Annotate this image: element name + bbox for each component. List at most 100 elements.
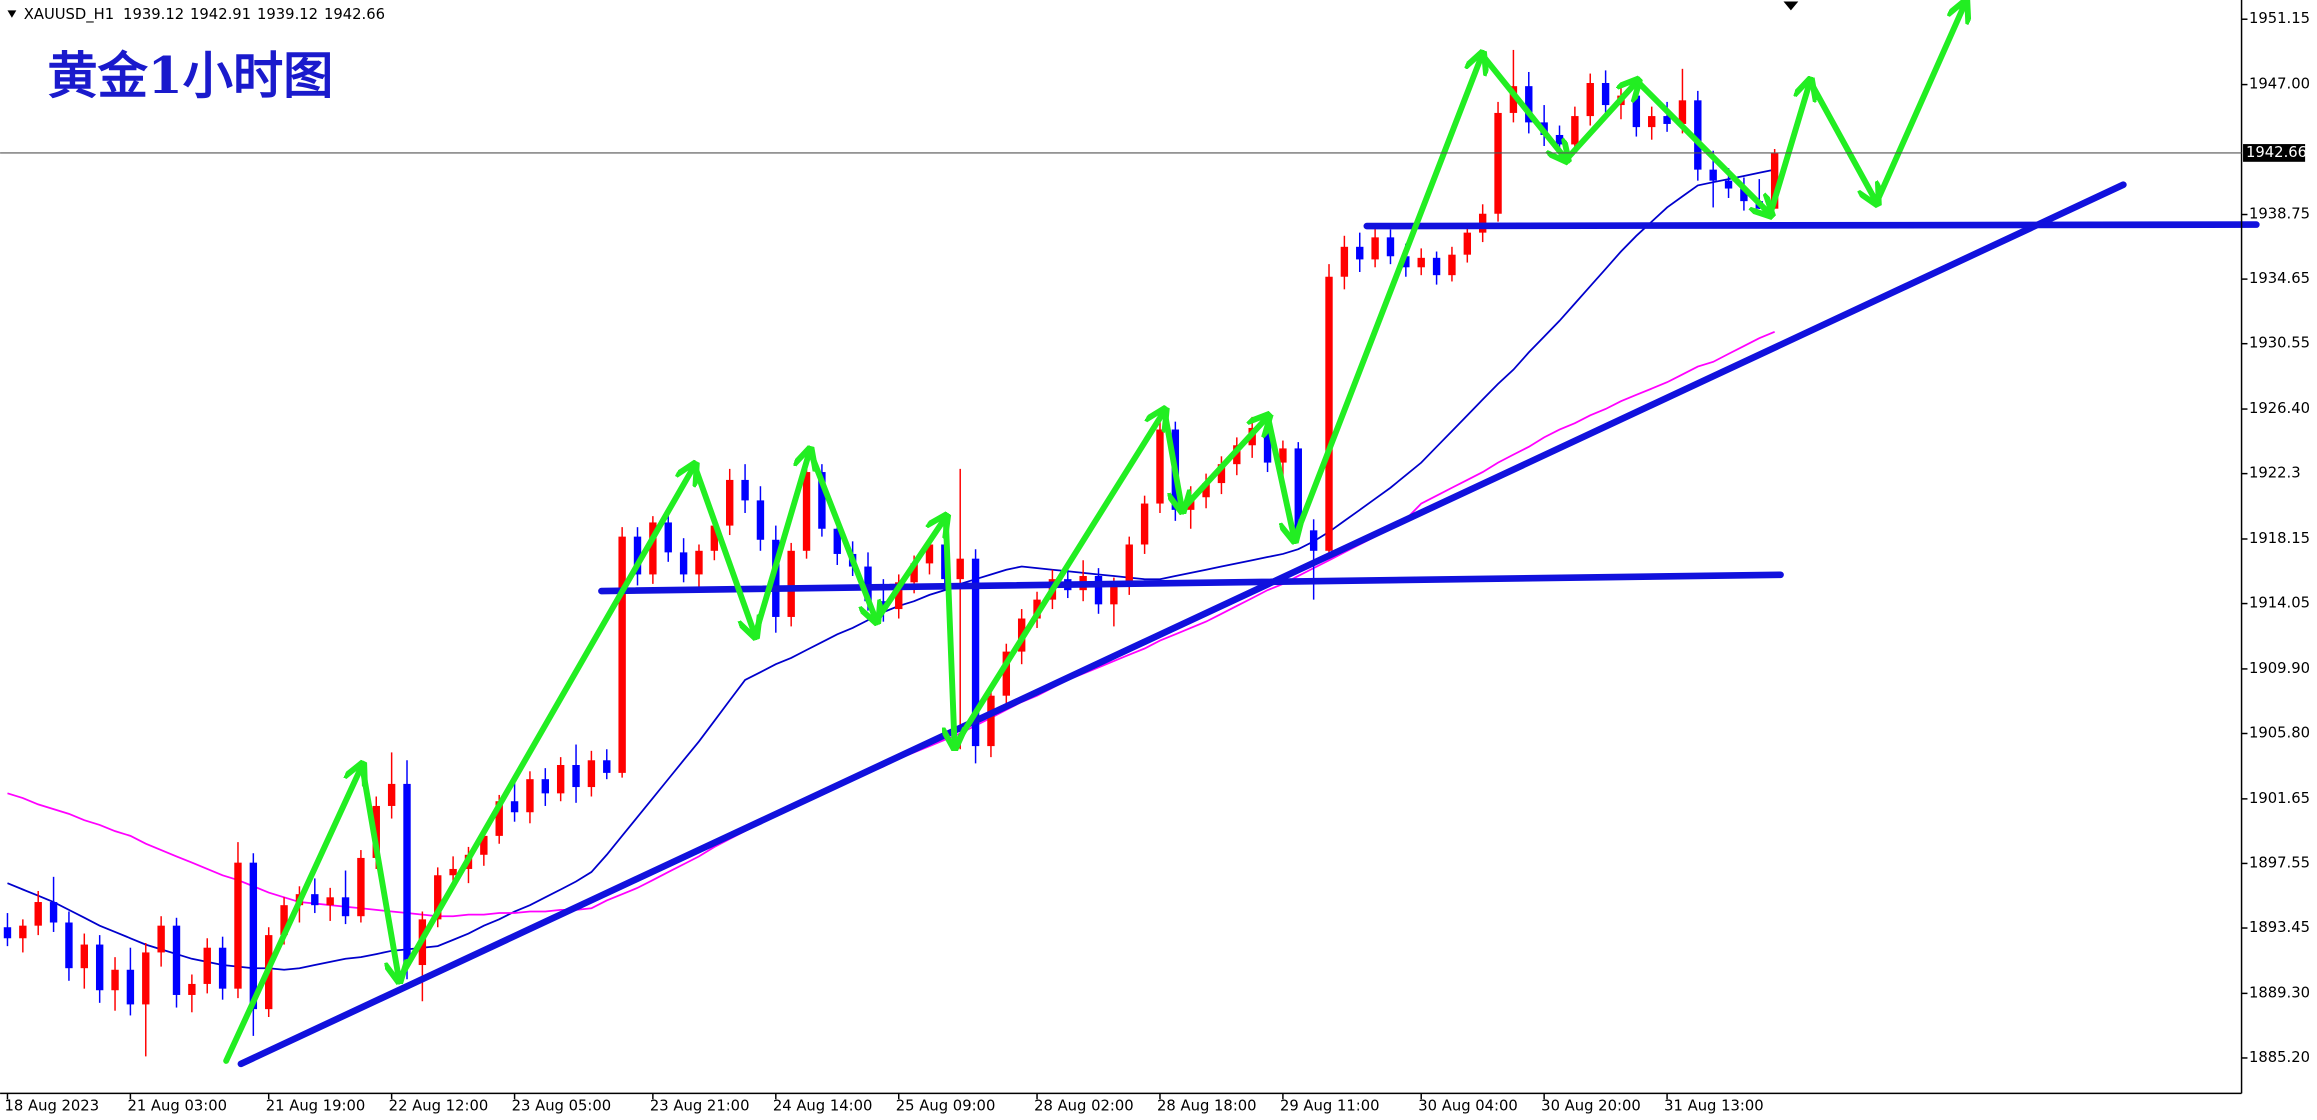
candle-body bbox=[249, 862, 258, 1010]
y-tick-label: 1893.45 bbox=[2249, 919, 2310, 936]
arrow bbox=[1767, 81, 1810, 218]
candle-body bbox=[1740, 188, 1748, 202]
symbol: XAUUSD_H1 bbox=[24, 6, 114, 23]
arrow bbox=[873, 517, 945, 624]
candle-body bbox=[603, 760, 611, 773]
candle-body bbox=[1448, 254, 1456, 276]
arrow bbox=[1179, 417, 1268, 513]
candle-body bbox=[1678, 100, 1687, 124]
arrow bbox=[946, 514, 955, 746]
candle-body bbox=[1140, 503, 1149, 545]
candle-body bbox=[1770, 152, 1779, 209]
x-tick-label: 31 Aug 13:00 bbox=[1664, 1098, 1764, 1115]
candle-body bbox=[203, 947, 211, 984]
arrow bbox=[752, 451, 810, 639]
candle-body bbox=[1156, 429, 1164, 504]
y-tick-label: 1905.80 bbox=[2249, 725, 2310, 742]
candle-body bbox=[1601, 83, 1610, 106]
candle-body bbox=[1648, 116, 1656, 128]
candle-body bbox=[679, 552, 688, 575]
moving-average bbox=[7, 168, 1775, 971]
candle-body bbox=[818, 472, 826, 529]
x-tick-label: 23 Aug 05:00 bbox=[512, 1098, 612, 1115]
candle-body bbox=[1202, 483, 1210, 498]
arrow bbox=[1161, 407, 1182, 510]
candle-body bbox=[956, 558, 964, 580]
candle-body bbox=[556, 765, 565, 794]
ohlc-value: 1942.91 bbox=[190, 6, 251, 23]
candle-body bbox=[1432, 257, 1441, 276]
candle-body bbox=[1356, 246, 1364, 260]
candle-body bbox=[1125, 544, 1133, 586]
ohlc-value: 1939.12 bbox=[123, 6, 184, 23]
arrow bbox=[1634, 78, 1770, 214]
candle-body bbox=[142, 952, 150, 1005]
arrow bbox=[1807, 78, 1876, 202]
shift-marker bbox=[1783, 1, 1799, 11]
candle-body bbox=[1002, 651, 1011, 696]
y-tick-label: 1901.65 bbox=[2249, 790, 2310, 807]
wave-arrows bbox=[223, 0, 1966, 1064]
candle-body bbox=[526, 779, 534, 813]
candle-body bbox=[510, 801, 519, 813]
candle-body bbox=[1386, 237, 1395, 257]
y-tick-label: 1885.20 bbox=[2249, 1049, 2310, 1066]
candle-body bbox=[833, 528, 841, 554]
ohlc-value: 1942.66 bbox=[324, 6, 385, 23]
candle-body bbox=[280, 905, 288, 936]
candle-body bbox=[449, 868, 457, 876]
price-label: 1942.66 bbox=[2246, 144, 2307, 161]
candle-body bbox=[1094, 575, 1103, 605]
candle-body bbox=[1309, 530, 1318, 551]
x-tick-label: 21 Aug 19:00 bbox=[266, 1098, 366, 1115]
candle-body bbox=[710, 525, 719, 551]
candle-body bbox=[1694, 100, 1702, 170]
y-tick-label: 1930.55 bbox=[2249, 335, 2310, 352]
candle-body bbox=[387, 783, 396, 806]
candle-body bbox=[925, 544, 934, 564]
candle-body bbox=[80, 944, 88, 969]
candle-body bbox=[587, 760, 596, 788]
ohlc-value: 1939.12 bbox=[257, 6, 318, 23]
x-tick-label: 22 Aug 12:00 bbox=[389, 1098, 489, 1115]
y-tick-label: 1918.15 bbox=[2249, 530, 2310, 547]
candle-body bbox=[695, 550, 703, 575]
candle-body bbox=[1463, 232, 1472, 255]
y-tick-label: 1926.40 bbox=[2249, 400, 2310, 417]
support-line bbox=[1363, 221, 2260, 230]
candle-body bbox=[1263, 427, 1272, 463]
arrow bbox=[1873, 0, 1966, 206]
y-tick-label: 1934.65 bbox=[2249, 270, 2310, 287]
price-label-bg bbox=[2243, 144, 2306, 162]
candle-body bbox=[34, 902, 42, 926]
x-tick-label: 29 Aug 11:00 bbox=[1280, 1098, 1380, 1115]
candle-body bbox=[111, 969, 119, 991]
y-tick-label: 1889.30 bbox=[2249, 984, 2310, 1001]
candle-body bbox=[541, 779, 550, 794]
arrow bbox=[1479, 51, 1566, 160]
candle-body bbox=[756, 500, 765, 540]
x-tick-label: 21 Aug 03:00 bbox=[127, 1098, 227, 1115]
y-tick-label: 1897.55 bbox=[2249, 854, 2310, 871]
candle-body bbox=[987, 695, 995, 747]
candle-body bbox=[434, 875, 442, 920]
candle-body bbox=[633, 536, 642, 575]
candle-body bbox=[1555, 134, 1564, 145]
candle-body bbox=[95, 944, 104, 991]
y-tick-label: 1914.05 bbox=[2249, 595, 2310, 612]
x-tick-label: 23 Aug 21:00 bbox=[650, 1098, 750, 1115]
candle-body bbox=[126, 969, 135, 1005]
candle-body bbox=[495, 801, 503, 836]
y-tick-label: 1909.90 bbox=[2249, 660, 2310, 677]
candle-body bbox=[1571, 116, 1579, 145]
candle-body bbox=[1724, 180, 1733, 189]
candle-body bbox=[403, 783, 411, 966]
x-tick-label: 25 Aug 09:00 bbox=[896, 1098, 996, 1115]
candle-body bbox=[1417, 257, 1425, 268]
candle-body bbox=[1340, 246, 1349, 277]
candle-body bbox=[1509, 86, 1518, 113]
candle-body bbox=[49, 902, 58, 923]
